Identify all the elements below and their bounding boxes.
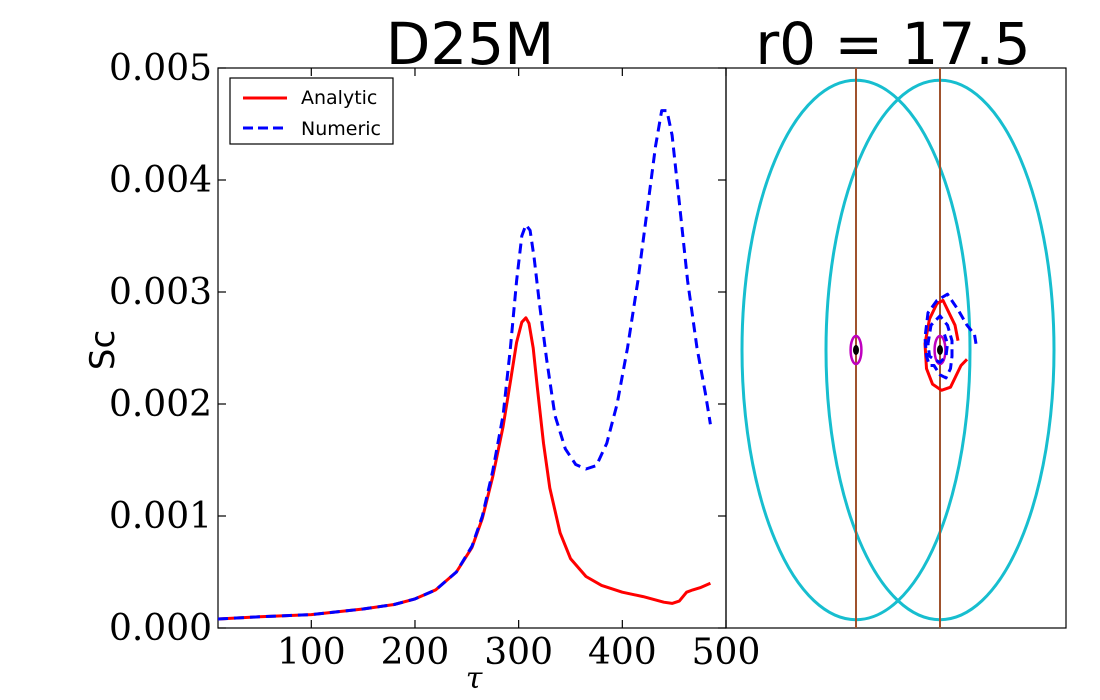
legend-label-analytic: Analytic <box>301 87 377 109</box>
y-tick-label-0: 0.000 <box>109 608 212 649</box>
right-curves <box>740 68 1056 628</box>
left-y-axis-label: Sc <box>83 330 123 370</box>
numeric-orbit <box>923 292 978 380</box>
x-tick-label-0: 100 <box>277 632 346 673</box>
center-point-left <box>853 345 859 355</box>
x-tick-label-1: 200 <box>381 632 450 673</box>
y-tick-label-5: 0.005 <box>109 48 212 89</box>
x-tick-label-4: 500 <box>692 632 761 673</box>
left-x-axis-label: τ <box>466 661 483 696</box>
legend-label-numeric: Numeric <box>301 118 381 140</box>
left-panel: 0.000 0.001 0.002 0.003 0.004 0.005 100 200 300 4… <box>83 10 760 696</box>
y-tick-label-3: 0.003 <box>109 272 212 313</box>
right-panel: r0 = 17.5 <box>725 10 1067 629</box>
legend-box <box>229 77 394 145</box>
legend: Analytic Numeric <box>229 77 394 145</box>
x-tick-label-3: 400 <box>588 632 657 673</box>
y-tick-label-2: 0.002 <box>109 384 212 425</box>
center-point-right <box>937 345 943 355</box>
right-chart-title: r0 = 17.5 <box>755 10 1030 78</box>
y-tick-label-4: 0.004 <box>109 160 212 201</box>
y-tick-label-1: 0.001 <box>109 496 212 537</box>
series-line-numeric <box>217 109 712 621</box>
left-series <box>217 109 712 621</box>
right-plot-frame <box>725 67 1067 629</box>
left-chart-title: D25M <box>386 10 555 78</box>
x-tick-label-2: 300 <box>484 632 553 673</box>
inner-ellipse-left <box>849 334 863 366</box>
left-tick-labels: 0.000 0.001 0.002 0.003 0.004 0.005 100 200 300 4… <box>109 48 760 673</box>
